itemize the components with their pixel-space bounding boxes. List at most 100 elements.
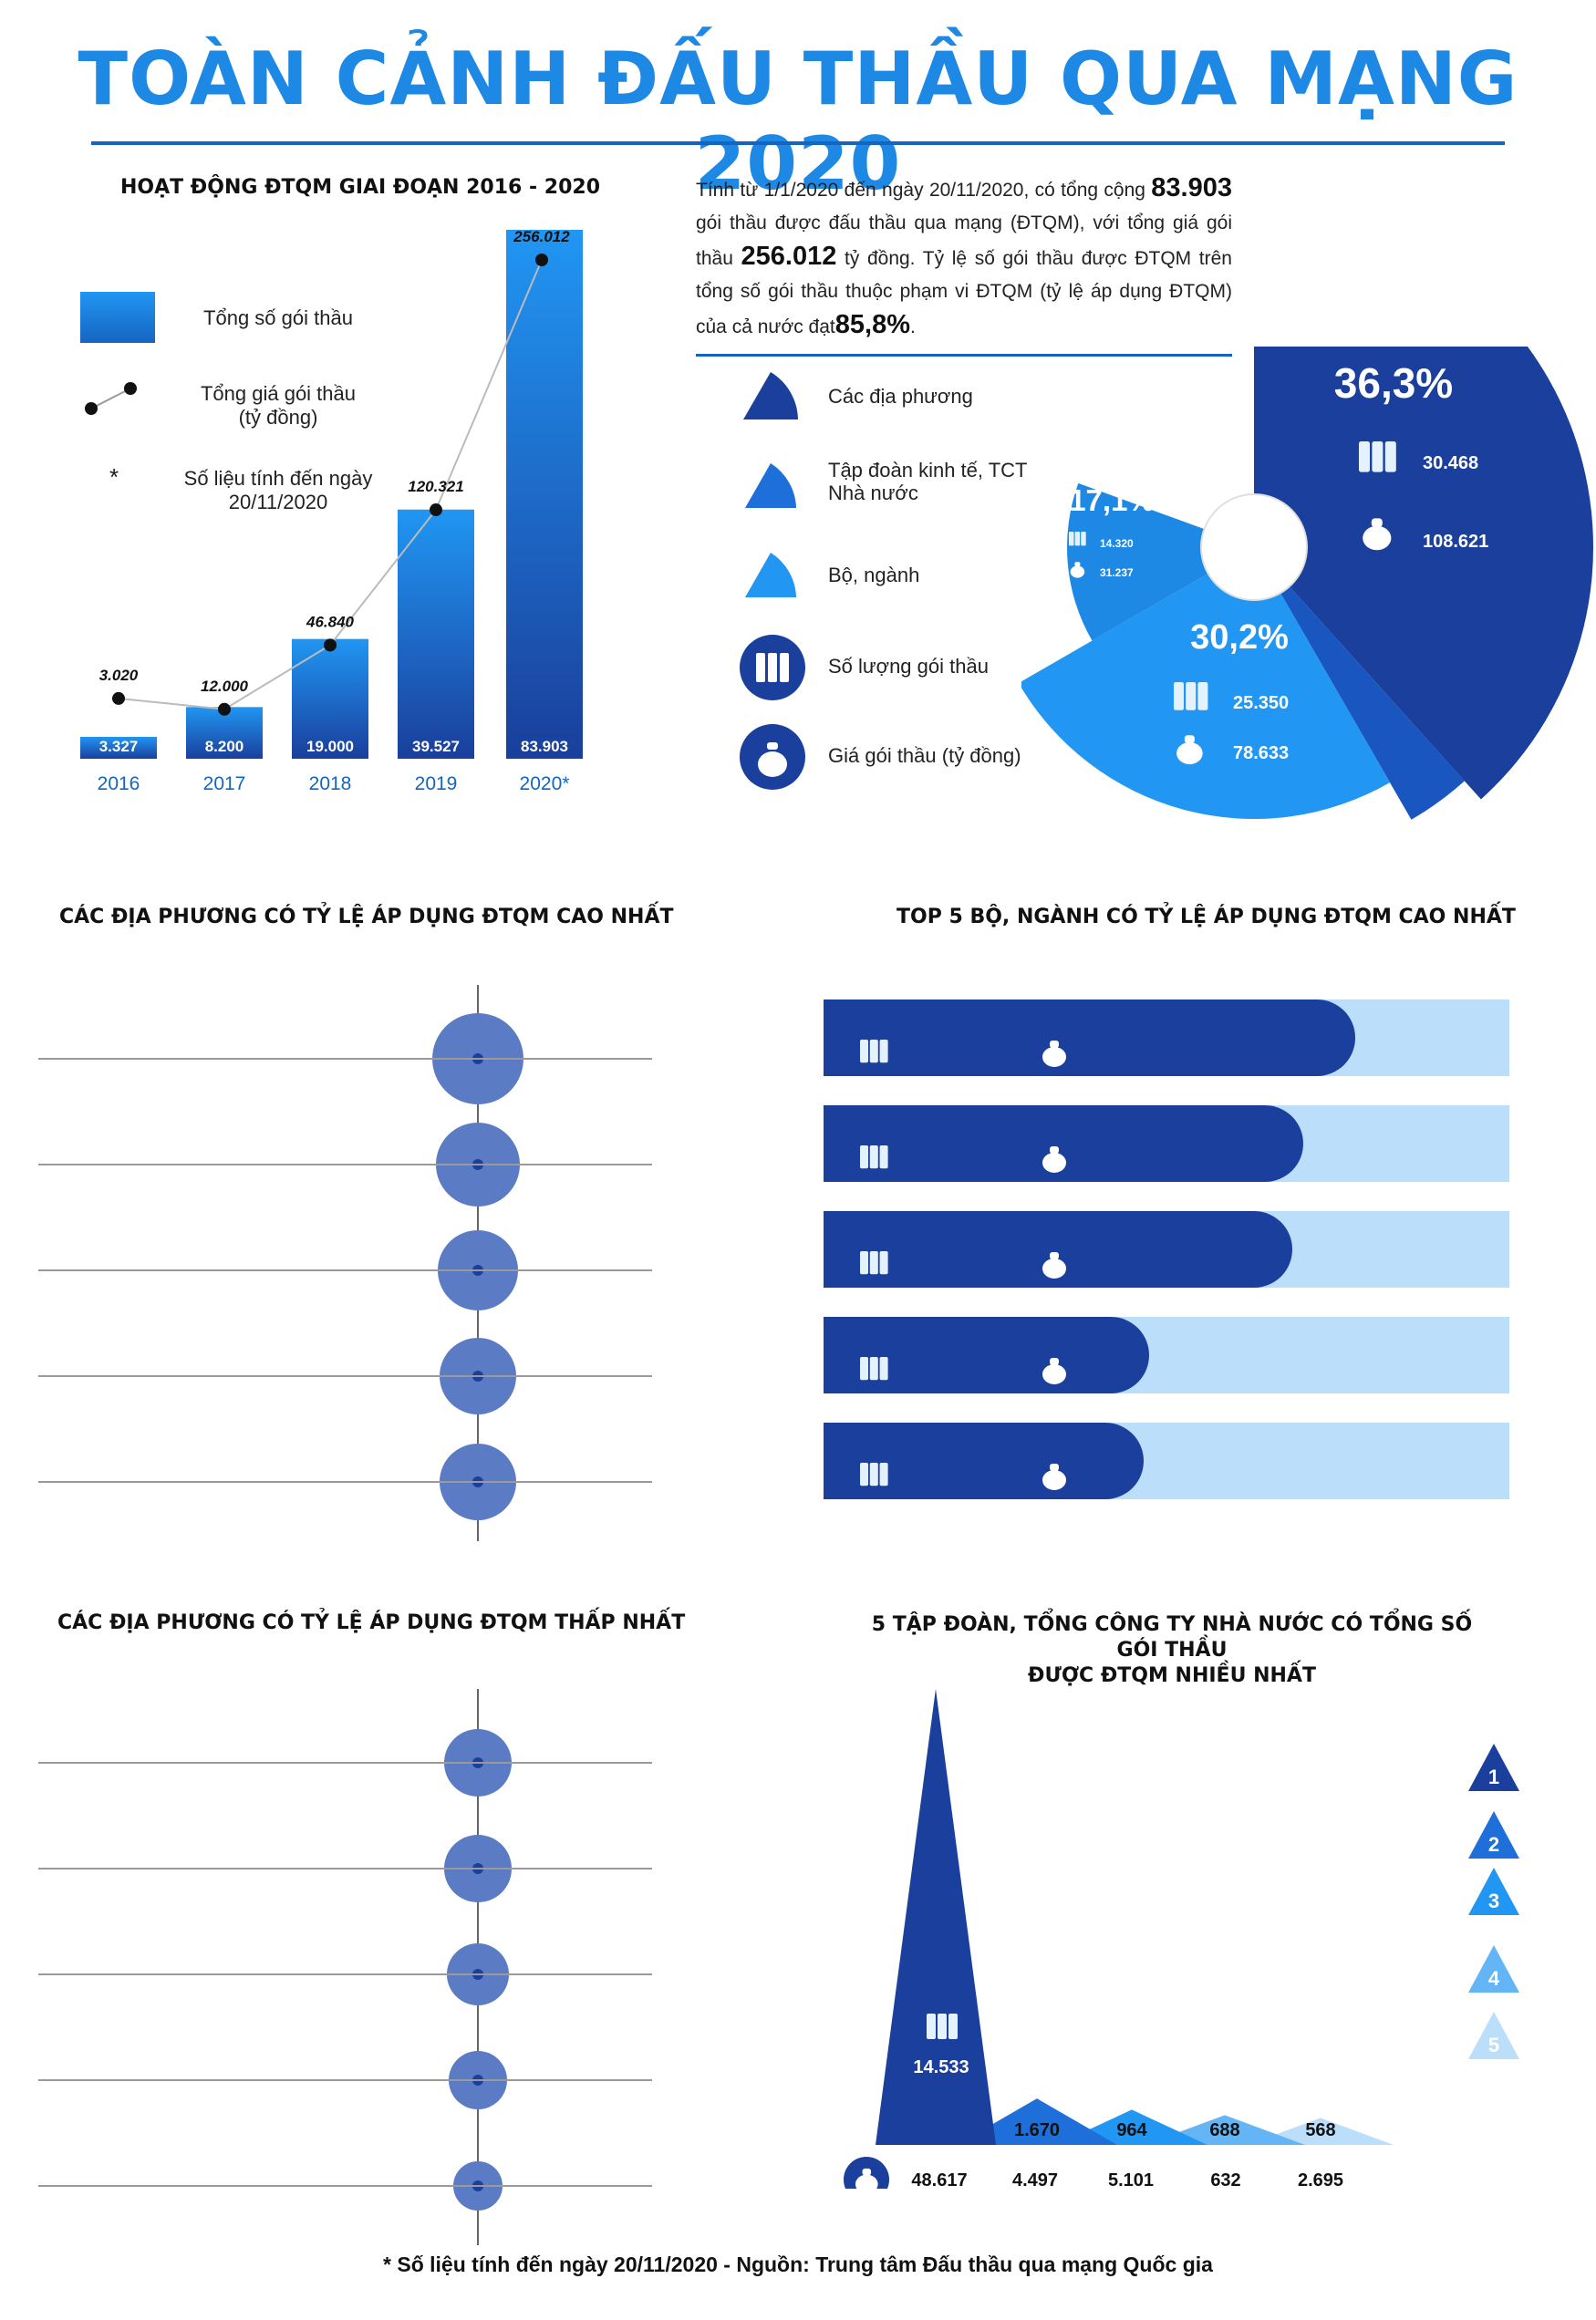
activity-year-label: 2019 — [415, 773, 458, 794]
ministry-card — [824, 1105, 1509, 1182]
corps-heading: 5 TẬP ĐOÀN, TỔNG CÔNG TY NHÀ NƯỚC CÓ TỔN… — [848, 1612, 1496, 1689]
intro-paragraph: Tính từ 1/1/2020 đến ngày 20/11/2020, có… — [696, 171, 1232, 344]
activity-value-point — [218, 702, 231, 716]
corps-heading-line2: ĐƯỢC ĐTQM NHIỀU NHẤT — [1028, 1664, 1316, 1687]
activity-bar-label: 3.327 — [99, 738, 139, 755]
intro-text-2: gói thầu được đấu thầu qua mạng (ĐTQM), … — [696, 212, 1232, 269]
pie-slice-gap — [1280, 586, 1465, 820]
ministry-card — [824, 999, 1509, 1076]
legend-ministry-icon — [745, 553, 796, 597]
rank-triangle-icon: 3 — [1468, 1868, 1519, 1915]
activity-value-label: 46.840 — [306, 613, 355, 630]
activity-year-label: 2020* — [520, 773, 570, 794]
pie-count-corp: 14.320 — [1100, 537, 1134, 550]
files-icon — [927, 2014, 958, 2039]
activity-bar — [398, 509, 474, 759]
rank-number: 1 — [1488, 1766, 1499, 1788]
pie-label-corp: 17,1% — [1069, 483, 1155, 517]
activity-value-point — [430, 503, 442, 517]
legend-value-swatch — [85, 382, 137, 415]
intro-text-1: Tính từ 1/1/2020 đến ngày 20/11/2020, có… — [696, 180, 1145, 201]
moneybag-icon — [1042, 1464, 1066, 1490]
activity-year-label: 2018 — [309, 773, 352, 794]
corp-count-label: 14.533 — [913, 2057, 969, 2077]
legend-corp-icon — [745, 463, 796, 508]
files-icon — [860, 1145, 888, 1169]
pie-legend-local: Các địa phương — [828, 385, 973, 408]
row-line — [38, 1375, 652, 1377]
files-icon — [860, 1251, 888, 1275]
row-line — [38, 2079, 652, 2081]
corp-amount-label: 4.497 — [1012, 2170, 1058, 2189]
intro-divider — [696, 354, 1232, 357]
rank-number: 4 — [1488, 1967, 1500, 1990]
ministry-card-fill — [824, 1105, 1304, 1182]
moneybag-icon — [1042, 1146, 1066, 1173]
corp-amount-label: 2.695 — [1298, 2170, 1343, 2189]
files-icon — [860, 1463, 888, 1486]
intro-text-3: tỷ đồng. Tỷ lệ số gói thầu được ĐTQM trê… — [696, 248, 1232, 337]
moneybag-glyph — [758, 742, 787, 777]
rank-number: 2 — [1488, 1833, 1499, 1856]
moneybag-icon — [1042, 1464, 1066, 1490]
moneybag-icon — [1042, 1358, 1066, 1384]
activity-bar-label: 39.527 — [412, 738, 460, 755]
rank-triangle-icon: 1 — [1468, 1744, 1519, 1791]
rank-number: 3 — [1488, 1890, 1499, 1912]
pie-count-ministry: 25.350 — [1233, 693, 1289, 713]
corp-triangle — [876, 1689, 996, 2145]
row-line — [38, 1762, 652, 1764]
corp-count-label: 1.670 — [1014, 2120, 1060, 2140]
moneybag-icon — [1042, 1252, 1066, 1279]
share-pie-chart: 36,3% 30.468 108.621 17,1% 14.320 31.237 30,2%… — [1021, 347, 1593, 820]
pie-slice-corp — [1067, 482, 1208, 641]
pie-count-local: 30.468 — [1423, 453, 1478, 473]
legend-count-label: Tổng số gói thầu — [203, 306, 353, 329]
legend-count-swatch — [80, 292, 155, 343]
row-line — [38, 1058, 652, 1060]
corps-triangle-chart: 14.533 1.670 964 688 568 48.617 4.497 5.101 632 2… — [844, 1689, 1394, 2189]
row-line — [38, 1269, 652, 1271]
row-line — [38, 1973, 652, 1975]
intro-rate: 85,8% — [834, 310, 910, 339]
pie-slice-local — [1254, 347, 1593, 800]
activity-bar — [506, 230, 583, 759]
activity-year-label: 2017 — [203, 773, 246, 794]
pie-legend-count: Số lượng gói thầu — [828, 655, 989, 678]
corp-triangle — [957, 2098, 1117, 2145]
ministry-card-fill — [824, 999, 1355, 1076]
row-line — [38, 1868, 652, 1869]
moneybag-icon — [1042, 1358, 1066, 1384]
top-local-heading: CÁC ĐỊA PHƯƠNG CÓ TỶ LỆ ÁP DỤNG ĐTQM CAO… — [59, 906, 674, 928]
ministry-card — [824, 1423, 1509, 1499]
files-icon — [860, 1251, 888, 1275]
moneybag-icon — [1042, 1041, 1066, 1067]
files-icon — [860, 1040, 888, 1063]
files-glyph — [756, 653, 789, 682]
files-icon — [1359, 441, 1396, 472]
files-icon — [860, 1357, 888, 1381]
activity-bar-line-chart: 3.327 2016 8.200 2017 19.000 2018 39.527 2019 83… — [80, 228, 583, 794]
legend-local-icon — [743, 372, 798, 419]
page-title: TOÀN CẢNH ĐẤU THẦU QUA MẠNG 2020 — [78, 36, 1518, 206]
activity-heading: HOẠT ĐỘNG ĐTQM GIAI ĐOẠN 2016 - 2020 — [120, 176, 601, 199]
legend-note-label: Số liệu tính đến ngày 20/11/2020 — [183, 467, 373, 513]
pie-amount-ministry: 78.633 — [1233, 743, 1289, 763]
rank-number: 5 — [1488, 2034, 1499, 2056]
low-local-heading: CÁC ĐỊA PHƯƠNG CÓ TỶ LỆ ÁP DỤNG ĐTQM THẤ… — [57, 1611, 686, 1634]
corp-amount-label: 5.101 — [1108, 2170, 1154, 2189]
rank-triangle-icon: 2 — [1468, 1811, 1519, 1859]
files-icon — [860, 1040, 888, 1063]
intro-text-4: . — [909, 316, 916, 337]
files-icon — [1174, 682, 1208, 710]
pie-label-local: 36,3% — [1334, 359, 1453, 407]
pie-amount-corp: 31.237 — [1100, 566, 1134, 579]
pie-hole — [1200, 493, 1308, 601]
files-icon — [860, 1463, 888, 1486]
pie-legend-corp: Tập đoàn kinh tế, TCT Nhà nước — [828, 459, 1028, 504]
activity-bar-label: 8.200 — [205, 738, 244, 755]
rank-triangle-icon: 5 — [1468, 2012, 1519, 2059]
activity-value-point — [324, 638, 337, 652]
row-line — [38, 1481, 652, 1483]
pie-legend-icons — [740, 372, 805, 790]
